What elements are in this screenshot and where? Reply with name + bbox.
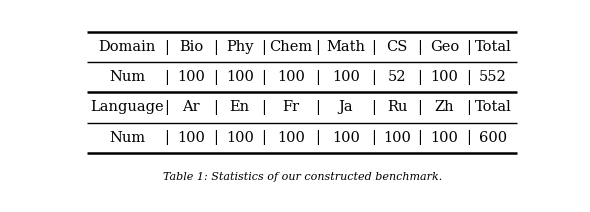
Text: |: |: [261, 100, 267, 115]
Text: 600: 600: [479, 131, 507, 145]
Text: |: |: [315, 100, 320, 115]
Text: Ja: Ja: [339, 100, 353, 114]
Text: 100: 100: [226, 70, 254, 84]
Text: Domain: Domain: [99, 40, 156, 54]
Text: |: |: [165, 130, 169, 145]
Text: |: |: [315, 40, 320, 54]
Text: 552: 552: [479, 70, 507, 84]
Text: |: |: [372, 40, 376, 54]
Text: Ar: Ar: [182, 100, 200, 114]
Text: |: |: [418, 100, 422, 115]
Text: |: |: [372, 70, 376, 85]
Text: |: |: [418, 70, 422, 85]
Text: Bio: Bio: [179, 40, 203, 54]
Text: |: |: [261, 70, 267, 85]
Text: Chem: Chem: [269, 40, 313, 54]
Text: Phy: Phy: [226, 40, 254, 54]
Text: |: |: [315, 130, 320, 145]
Text: 100: 100: [277, 70, 305, 84]
Text: 100: 100: [332, 131, 360, 145]
Text: |: |: [466, 40, 471, 54]
Text: Total: Total: [474, 40, 512, 54]
Text: Num: Num: [109, 131, 145, 145]
Text: |: |: [165, 100, 169, 115]
Text: |: |: [165, 70, 169, 85]
Text: |: |: [372, 130, 376, 145]
Text: 100: 100: [226, 131, 254, 145]
Text: |: |: [213, 100, 218, 115]
Text: |: |: [261, 130, 267, 145]
Text: |: |: [261, 40, 267, 54]
Text: Language: Language: [90, 100, 164, 114]
Text: 100: 100: [177, 131, 205, 145]
Text: |: |: [466, 130, 471, 145]
Text: CS: CS: [386, 40, 408, 54]
Text: 100: 100: [277, 131, 305, 145]
Text: 52: 52: [388, 70, 407, 84]
Text: Total: Total: [474, 100, 512, 114]
Text: 100: 100: [431, 70, 458, 84]
Text: Num: Num: [109, 70, 145, 84]
Text: |: |: [466, 70, 471, 85]
Text: 100: 100: [431, 131, 458, 145]
Text: |: |: [165, 40, 169, 54]
Text: En: En: [230, 100, 250, 114]
Text: Math: Math: [326, 40, 365, 54]
Text: |: |: [418, 130, 422, 145]
Text: |: |: [213, 40, 218, 54]
Text: |: |: [418, 40, 422, 54]
Text: Ru: Ru: [387, 100, 407, 114]
Text: Zh: Zh: [435, 100, 454, 114]
Text: |: |: [315, 70, 320, 85]
Text: Table 1: Statistics of our constructed benchmark.: Table 1: Statistics of our constructed b…: [163, 172, 442, 182]
Text: Geo: Geo: [430, 40, 459, 54]
Text: 100: 100: [177, 70, 205, 84]
Text: Fr: Fr: [282, 100, 299, 114]
Text: |: |: [466, 100, 471, 115]
Text: |: |: [213, 130, 218, 145]
Text: |: |: [372, 100, 376, 115]
Text: |: |: [213, 70, 218, 85]
Text: 100: 100: [383, 131, 411, 145]
Text: 100: 100: [332, 70, 360, 84]
